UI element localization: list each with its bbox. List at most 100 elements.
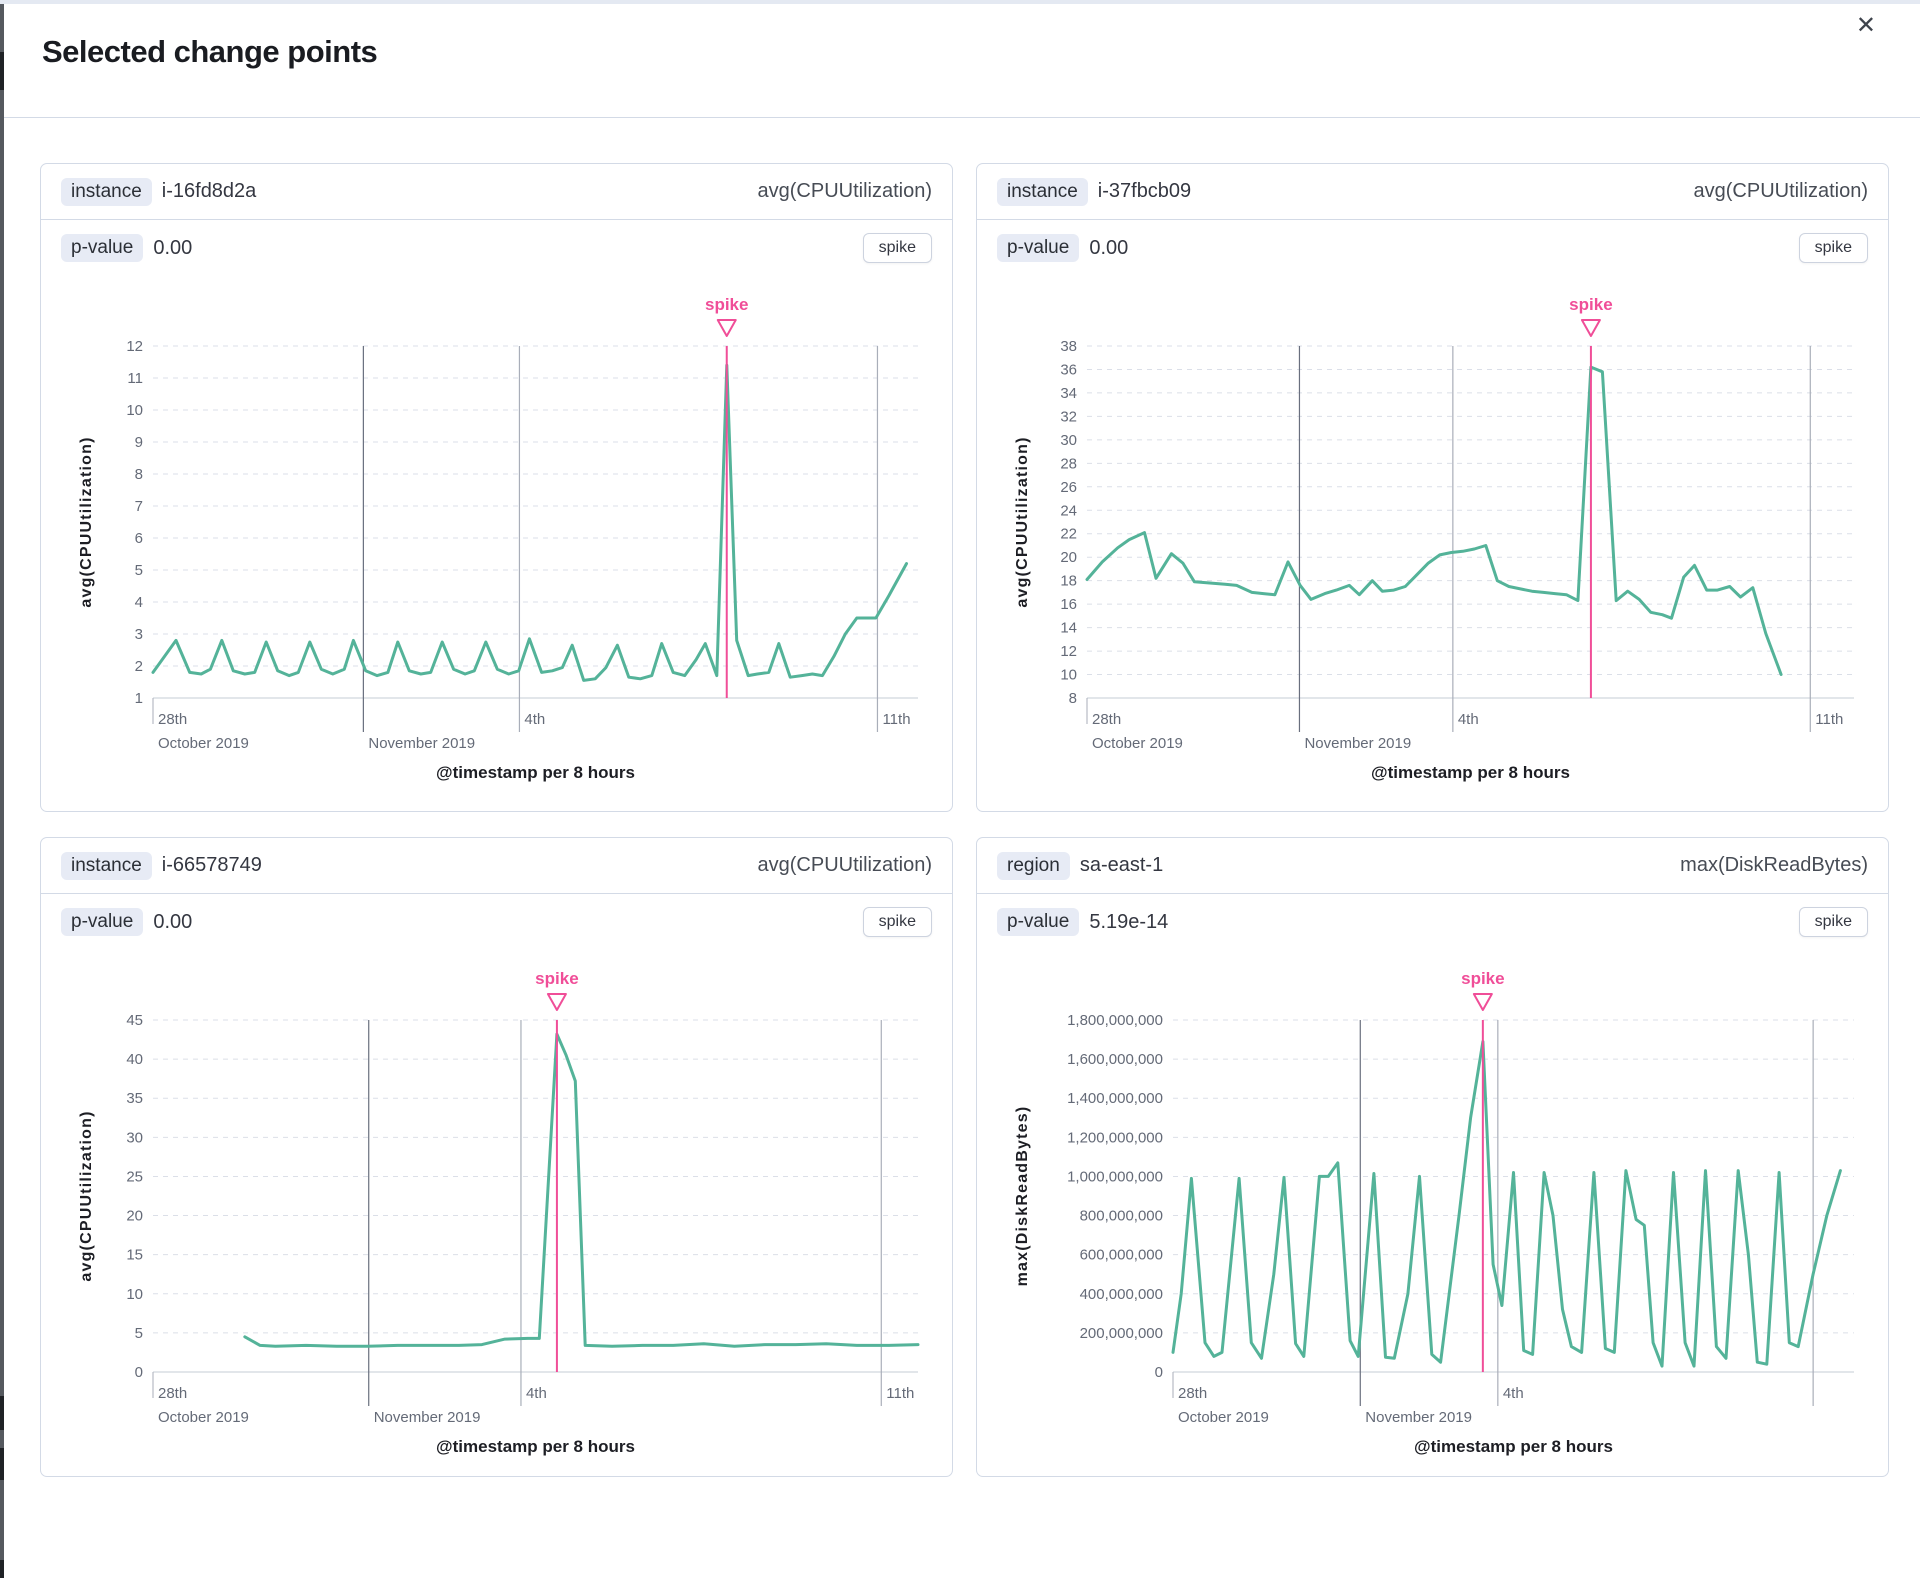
x-tick-label-month: November 2019	[1304, 735, 1411, 752]
y-tick-label: 4	[135, 594, 143, 611]
x-tick-label-month: November 2019	[1365, 1409, 1472, 1426]
x-tick-label: 28th	[158, 711, 187, 728]
x-axis-title: @timestamp per 8 hours	[1414, 1437, 1613, 1456]
x-tick-label-month: October 2019	[158, 735, 249, 752]
y-tick-label: 10	[1060, 667, 1077, 684]
x-tick-label-month: October 2019	[1178, 1409, 1269, 1426]
page-behind-notch	[0, 1396, 4, 1430]
y-tick-label: 16	[1060, 596, 1077, 613]
x-tick-label-month: October 2019	[158, 1409, 249, 1426]
browser-top-edge	[0, 0, 1920, 4]
card-header: instance i-16fd8d2a avg(CPUUtilization)	[41, 164, 952, 220]
y-tick-label: 28	[1060, 455, 1077, 472]
y-tick-label: 35	[126, 1090, 143, 1107]
spike-marker-icon	[1472, 993, 1493, 1011]
y-tick-label: 20	[1060, 549, 1077, 566]
y-tick-label: 12	[1060, 643, 1077, 660]
pvalue-row: p-value 5.19e-14 spike	[977, 894, 1888, 950]
line-chart: 0 200,000,000 400,000,000 600,000,000 800,00…	[1014, 969, 1854, 1456]
x-tick-label: 11th	[886, 1385, 914, 1402]
line-chart: 0 5 10 15 20 25 30 35 40 45 28th October 2019 Novemb…	[78, 969, 920, 1456]
x-axis-title: @timestamp per 8 hours	[436, 1437, 635, 1456]
close-icon[interactable]: ✕	[1855, 12, 1876, 39]
split-field-badge: instance	[997, 177, 1088, 206]
card-header: region sa-east-1 max(DiskReadBytes)	[977, 838, 1888, 894]
split-field-badge: region	[997, 851, 1070, 880]
split-field-badge: instance	[61, 851, 152, 880]
y-tick-label: 7	[135, 498, 143, 515]
spike-type-button[interactable]: spike	[1798, 907, 1868, 937]
y-tick-label: 5	[135, 562, 143, 579]
metric-label: avg(CPUUtilization)	[757, 854, 933, 876]
y-tick-label: 24	[1060, 502, 1077, 519]
y-tick-label: 25	[126, 1168, 143, 1185]
pvalue-badge: p-value	[61, 234, 144, 262]
x-tick-label: 28th	[1092, 711, 1121, 728]
spike-marker-icon	[1580, 319, 1601, 337]
metric-label: avg(CPUUtilization)	[757, 180, 933, 202]
change-point-card-2: instance i-37fbcb09 avg(CPUUtilization) …	[976, 163, 1889, 812]
pvalue-value: 5.19e-14	[1089, 910, 1169, 933]
y-tick-label: 22	[1060, 526, 1077, 543]
y-tick-label: 10	[126, 1286, 143, 1303]
y-tick-label: 600,000,000	[1080, 1247, 1163, 1264]
pvalue-row: p-value 0.00 spike	[41, 894, 952, 950]
y-tick-label: 14	[1060, 620, 1077, 637]
spike-annotation-label: spike	[1569, 295, 1612, 314]
y-tick-label: 2	[135, 658, 143, 675]
pvalue-row: p-value 0.00 spike	[41, 220, 952, 276]
card-header: instance i-66578749 avg(CPUUtilization)	[41, 838, 952, 894]
y-tick-label: 8	[135, 466, 143, 483]
y-tick-label: 0	[1155, 1364, 1163, 1381]
modal-header: Selected change points ✕	[4, 4, 1920, 118]
split-field-value: i-66578749	[161, 854, 262, 876]
change-point-card-3: instance i-66578749 avg(CPUUtilization) …	[40, 837, 953, 1477]
chart: 0 200,000,000 400,000,000 600,000,000 800,00…	[997, 950, 1868, 1475]
y-tick-label: 40	[126, 1051, 143, 1068]
x-tick-label: 28th	[158, 1385, 187, 1402]
x-tick-label: 4th	[526, 1385, 547, 1402]
y-tick-label: 3	[135, 626, 143, 643]
x-tick-label-month: November 2019	[374, 1409, 481, 1426]
y-tick-label: 34	[1060, 385, 1077, 402]
chart: 8 10 12 14 16 18 20 22 24 26 28 30 32 34 36 38 28th Octob…	[997, 276, 1868, 801]
y-tick-label: 11	[127, 370, 143, 387]
spike-type-button[interactable]: spike	[862, 907, 932, 937]
y-tick-label: 1,800,000,000	[1067, 1012, 1163, 1029]
spike-type-button[interactable]: spike	[1798, 233, 1868, 263]
pvalue-badge: p-value	[997, 234, 1080, 262]
x-tick-label-month: November 2019	[368, 735, 475, 752]
y-tick-label: 1,000,000,000	[1067, 1168, 1163, 1185]
x-tick-label: 28th	[1178, 1385, 1207, 1402]
y-tick-label: 38	[1060, 338, 1077, 355]
split-field-badge: instance	[61, 177, 152, 206]
y-tick-label: 15	[126, 1247, 143, 1264]
y-tick-label: 32	[1060, 408, 1077, 425]
x-tick-label: 11th	[882, 711, 910, 728]
spike-marker-icon	[546, 993, 567, 1011]
page-behind-modal-edge	[0, 4, 4, 1578]
x-tick-label: 4th	[524, 711, 545, 728]
pvalue-badge: p-value	[997, 908, 1080, 936]
y-tick-label: 36	[1060, 361, 1077, 378]
page-behind-notch	[0, 1560, 4, 1578]
x-tick-label: 11th	[1815, 711, 1843, 728]
metric-label: max(DiskReadBytes)	[1680, 854, 1868, 876]
pvalue-value: 0.00	[1089, 236, 1129, 259]
y-axis-title: avg(CPUUtilization)	[1014, 436, 1031, 607]
y-tick-label: 12	[126, 338, 143, 355]
spike-type-button[interactable]: spike	[862, 233, 932, 263]
series-line	[151, 363, 908, 682]
y-tick-label: 26	[1060, 479, 1077, 496]
pvalue-value: 0.00	[153, 910, 193, 933]
card-header: instance i-37fbcb09 avg(CPUUtilization)	[977, 164, 1888, 220]
y-tick-label: 0	[135, 1364, 143, 1381]
y-axis-title: avg(CPUUtilization)	[78, 436, 95, 607]
series-line	[243, 1032, 920, 1348]
y-tick-label: 30	[126, 1129, 143, 1146]
series-line	[1171, 1040, 1842, 1368]
metric-label: avg(CPUUtilization)	[1693, 180, 1869, 202]
series-line	[1085, 365, 1783, 676]
y-tick-label: 5	[135, 1325, 143, 1342]
